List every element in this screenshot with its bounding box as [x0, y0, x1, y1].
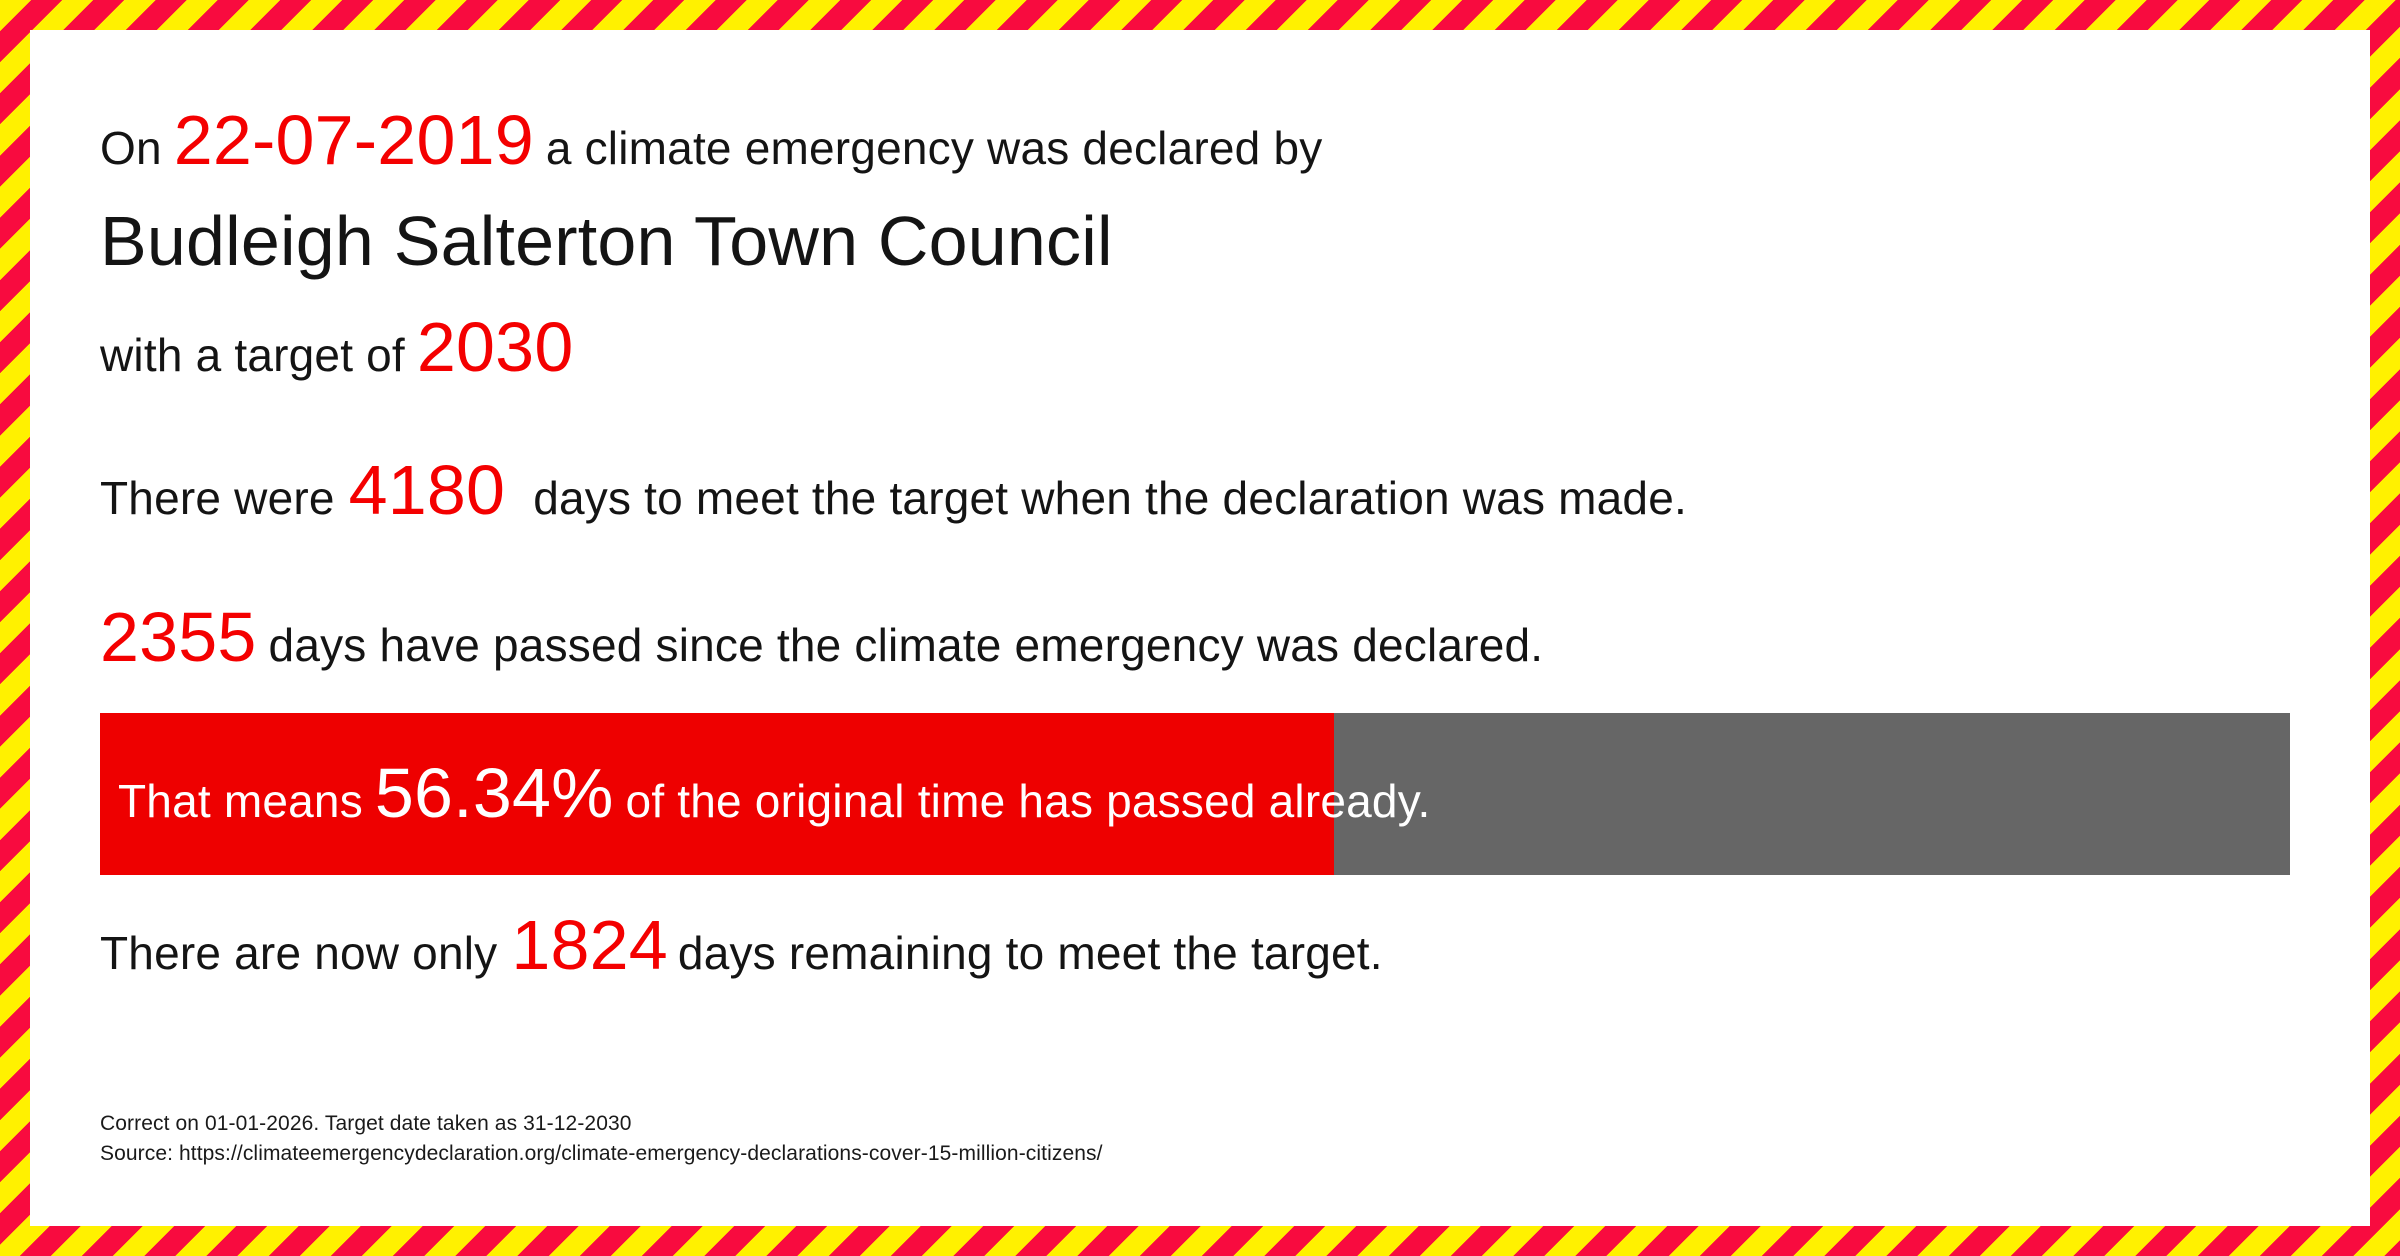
progress-percent: 56.34%: [374, 754, 614, 833]
remaining-days-value: 1824: [511, 905, 668, 984]
source-note: Source: https://climateemergencydeclarat…: [100, 1142, 1103, 1166]
days-passed-value: 2355: [100, 598, 257, 676]
original-days-line: There were 4180 days to meet the target wh…: [100, 450, 2290, 531]
progress-fill: [100, 712, 1334, 875]
target-year: 2030: [416, 308, 574, 386]
declaration-date: 22-07-2019: [173, 101, 534, 179]
original-days-value: 4180: [348, 450, 506, 529]
original-days-prefix: There were: [100, 471, 335, 524]
days-remaining-line: There are now only 1824 days remaining to …: [100, 905, 2290, 986]
progress-label: That means 56.34% of the original time has…: [100, 713, 2290, 875]
days-passed-line: 2355 days have passed since the climate e…: [100, 597, 2290, 678]
declaration-prefix: On: [100, 122, 162, 174]
council-name: Budleigh Salterton Town Council: [100, 201, 1113, 280]
original-days-suffix: days to meet the target when the declara…: [533, 471, 1687, 524]
target-line: with a target of 2030: [100, 307, 2290, 388]
declaration-line: On 22-07-2019 a climate emergency was decl…: [100, 100, 2290, 181]
target-prefix: with a target of: [100, 329, 405, 381]
days-passed-suffix: days have passed since the climate emerg…: [268, 619, 1544, 671]
progress-bar: That means 56.34% of the original time has…: [100, 712, 2290, 875]
progress-label-prefix: That means: [118, 775, 363, 828]
remaining-prefix: There are now only: [100, 926, 498, 979]
remaining-suffix: days remaining to meet the target.: [677, 926, 1383, 979]
content-panel: On 22-07-2019 a climate emergency was decl…: [30, 30, 2370, 1226]
progress-label-suffix: of the original time has passed already.: [625, 775, 1431, 828]
declaration-suffix: a climate emergency was declared by: [545, 122, 1323, 174]
footer-note: Correct on 01-01-2026. Target date taken…: [100, 1109, 2290, 1170]
correct-on-note: Correct on 01-01-2026. Target date taken…: [100, 1112, 632, 1135]
